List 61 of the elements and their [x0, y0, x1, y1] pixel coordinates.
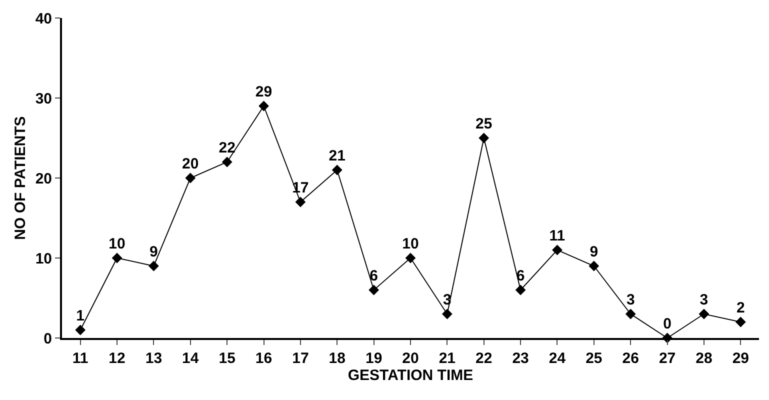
point [478, 132, 490, 144]
data-label: 10 [402, 235, 419, 252]
data-label: 29 [255, 83, 272, 100]
y-axis-title: NO OF PATIENTS [12, 116, 30, 240]
x-tick-label: 15 [218, 350, 236, 367]
data-label: 25 [476, 115, 492, 132]
point [625, 308, 636, 320]
point [735, 316, 746, 328]
data-label: 11 [549, 227, 566, 244]
x-tick-label: 29 [732, 350, 750, 367]
point [332, 164, 342, 176]
point [185, 172, 196, 184]
x-tick-label: 19 [365, 350, 382, 367]
y-tick-label: 20 [35, 170, 52, 188]
data-label: 6 [370, 267, 378, 284]
x-tick-label: 21 [438, 350, 456, 367]
data-label: 9 [590, 243, 598, 260]
x-tick-label: 20 [402, 350, 419, 367]
data-label: 20 [182, 155, 199, 172]
data-label: 3 [626, 291, 635, 308]
data-label: 9 [150, 243, 158, 260]
x-tick-label: 18 [328, 350, 346, 367]
point [515, 284, 526, 296]
data-label: 2 [736, 299, 745, 316]
data-label: 10 [108, 235, 126, 252]
x-tick-label: 11 [72, 350, 88, 367]
x-tick-label: 27 [658, 350, 676, 367]
point [295, 196, 306, 208]
x-tick-label: 26 [622, 350, 639, 367]
point [552, 244, 562, 256]
point [588, 260, 600, 272]
x-tick-label: 28 [696, 350, 712, 367]
data-label: 21 [328, 147, 346, 164]
point [112, 252, 122, 264]
y-tick-label: 10 [35, 250, 52, 268]
point [258, 100, 269, 112]
point [222, 156, 232, 168]
data-label: 22 [218, 139, 236, 156]
x-tick-label: 22 [476, 350, 492, 367]
x-tick-label: 13 [145, 350, 162, 367]
data-label: 0 [663, 315, 672, 332]
point [148, 260, 159, 272]
data-label: 3 [700, 291, 708, 308]
x-tick-label: 24 [548, 350, 566, 367]
point [75, 324, 86, 336]
data-label: 6 [516, 267, 525, 284]
x-axis-title: GESTATION TIME [348, 367, 474, 384]
point [405, 252, 416, 264]
point [368, 284, 380, 296]
x-tick-label: 17 [292, 350, 309, 367]
x-tick-label: 16 [255, 350, 272, 367]
y-tick-label: 0 [44, 330, 52, 348]
x-tick-label: 12 [108, 350, 126, 367]
y-tick-label: 30 [35, 90, 52, 108]
x-tick-label: 14 [182, 350, 200, 367]
point [442, 308, 452, 320]
y-tick-label: 40 [35, 10, 52, 28]
data-label: 1 [76, 307, 85, 324]
x-tick-label: 23 [512, 350, 529, 367]
x-tick-label: 25 [586, 350, 602, 367]
point [698, 308, 710, 320]
